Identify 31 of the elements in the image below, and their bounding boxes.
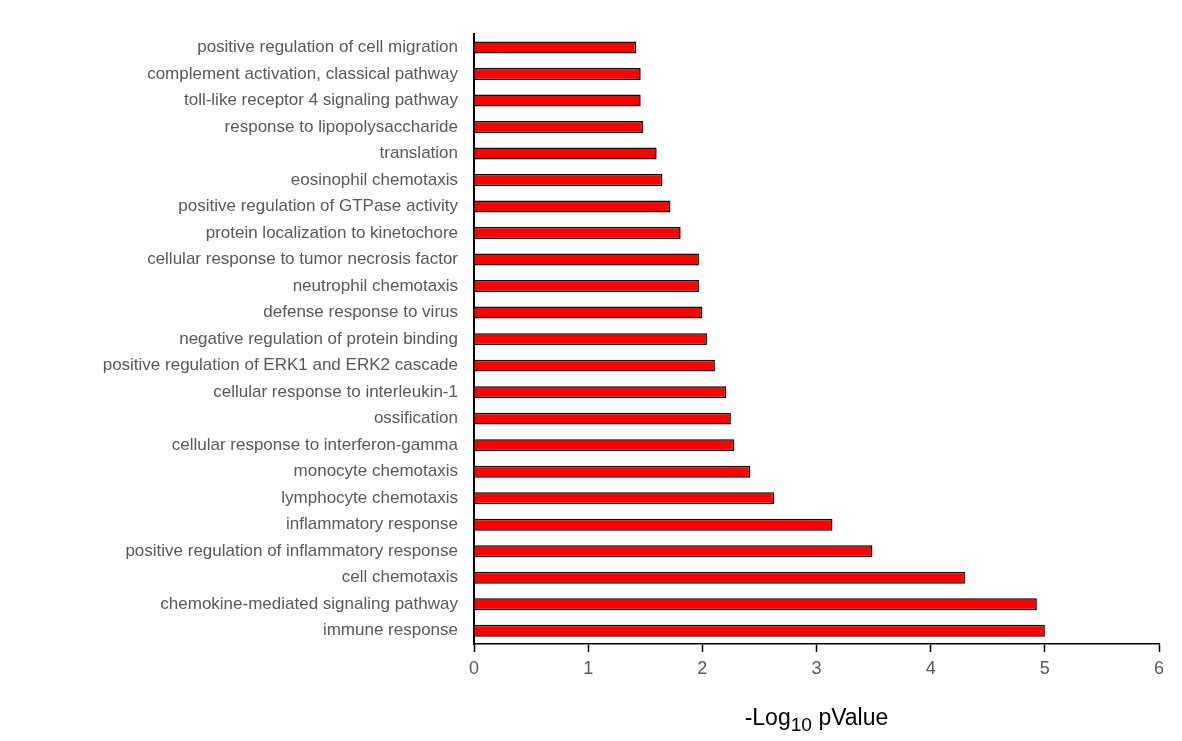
y-tick-label: neutrophil chemotaxis [292,275,458,295]
x-tick-label: 4 [925,657,936,678]
y-tick-label: negative regulation of protein binding [179,328,458,348]
y-tick-label: positive regulation of ERK1 and ERK2 cascade [102,355,458,375]
x-tick-label: 1 [583,657,594,678]
y-tick-label: monocyte chemotaxis [293,461,458,481]
y-tick-label: positive regulation of inflammatory response [125,540,458,560]
y-tick-label: chemokine-mediated signaling pathway [160,593,459,613]
y-tick-label: lymphocyte chemotaxis [281,487,458,507]
y-tick-label: ossification [373,408,458,428]
y-tick-label: translation [379,143,458,163]
y-tick-label: defense response to virus [263,302,458,322]
y-tick-label: positive regulation of cell migration [197,37,458,57]
y-tick-label: complement activation, classical pathway [147,63,459,83]
x-tick-label: 6 [1153,657,1165,678]
y-tick-label: eosinophil chemotaxis [290,169,458,189]
y-tick-label: cellular response to interleukin-1 [213,381,458,401]
y-tick-label: toll-like receptor 4 signaling pathway [183,90,459,110]
y-tick-label: immune response [322,620,458,640]
x-tick-label: 5 [1039,657,1050,678]
x-tick-label: 2 [697,657,708,678]
y-tick-label: inflammatory response [286,514,458,534]
x-axis-title: -Log$_{10}$ pValue [743,704,890,736]
y-tick-label: cellular response to interferon-gamma [171,434,459,454]
x-tick-label: 3 [811,657,822,678]
y-tick-label: protein localization to kinetochore [205,222,458,242]
y-tick-label: cellular response to tumor necrosis factor [147,249,459,269]
y-tick-label: cell chemotaxis [341,567,458,587]
x-tick-label: 0 [468,657,480,678]
y-tick-label: positive regulation of GTPase activity [178,196,459,216]
y-tick-label: response to lipopolysaccharide [224,116,458,136]
